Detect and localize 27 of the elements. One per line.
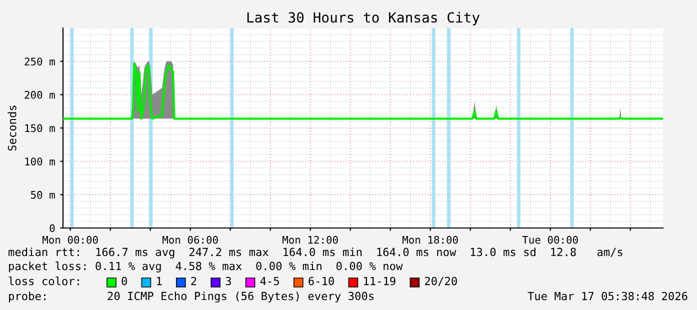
text: median rtt: 166.7 ms avg 247.2 ms max 164.0 ms min 164.0 ms now 13.0 ms sd 12.8 am/s <box>8 248 622 258</box>
text: packet loss: 0.11 % avg 4.58 % max 0.00 % min 0.00 % now <box>9 262 403 272</box>
x-tick-label: Mon 18:00 <box>402 236 458 244</box>
x-tick-label: Tue 00:00 <box>522 236 578 244</box>
y-tick-label: 50 m <box>31 190 55 199</box>
y-axis-title: Seconds <box>8 106 16 151</box>
text: 0 <box>122 276 127 286</box>
x-tick-label: Mon 12:00 <box>282 236 338 244</box>
y-tick-label: 100 m <box>25 158 55 166</box>
text: Tue Mar 17 05:38:48 2026 <box>528 292 688 300</box>
text: 2 <box>191 276 196 286</box>
x-tick-label: Mon 00:00 <box>42 236 98 244</box>
text: loss color: <box>8 276 79 286</box>
y-tick-label: 0 <box>50 224 55 232</box>
text: 1 <box>157 276 162 286</box>
text: 4-5 <box>260 276 279 286</box>
x-tick-label: Mon 06:00 <box>162 236 218 244</box>
y-tick-label: 150 m <box>25 124 55 132</box>
y-tick-label: 250 m <box>24 58 55 66</box>
text: 20 ICMP Echo Pings (56 Bytes) every 300s <box>108 292 374 302</box>
text: 11-19 <box>364 276 396 286</box>
chart-title: Last 30 Hours to Kansas City <box>247 12 480 26</box>
text: 3 <box>226 276 231 286</box>
text: 6-10 <box>308 276 334 286</box>
y-tick-label: 200 m <box>24 90 55 99</box>
text: probe: <box>9 292 46 302</box>
text: 20/20 <box>425 276 457 286</box>
